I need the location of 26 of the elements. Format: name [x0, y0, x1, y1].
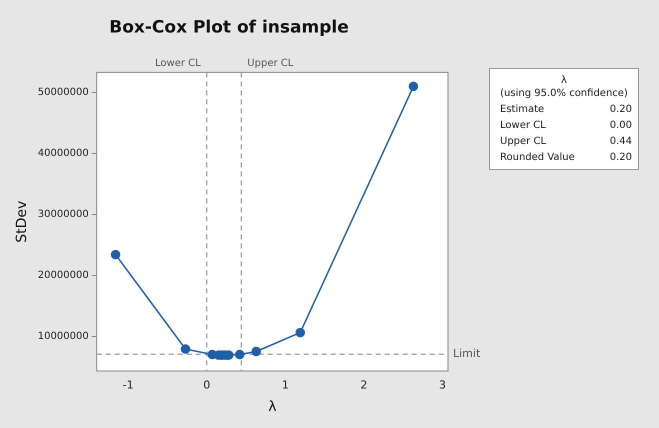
text: 0.20 — [610, 152, 632, 163]
y-tick-label: 10000000 — [38, 330, 89, 342]
text: (using 95.0% confidence) — [499, 88, 629, 99]
y-axis-title: StDev — [14, 200, 30, 243]
x-tick-label: 0 — [203, 378, 210, 392]
x-tick-label: 2 — [360, 378, 368, 392]
text: 0.00 — [610, 120, 632, 131]
y-tick-label: 50000000 — [38, 87, 89, 98]
text: 0.20 — [610, 104, 632, 115]
y-tick-label: 30000000 — [38, 208, 89, 220]
ref-line-label: Lower CL — [155, 58, 202, 69]
ref-line-label: Upper CL — [247, 58, 294, 69]
text: Lower CL — [500, 120, 546, 131]
x-axis-title: λ — [268, 399, 276, 416]
y-tick-label: 20000000 — [38, 270, 89, 281]
ref-line-label: Limit — [453, 347, 481, 360]
text: Upper CL — [500, 136, 546, 147]
text: 0.44 — [610, 136, 632, 147]
y-tick-label: 40000000 — [38, 148, 89, 160]
x-tick-label: 1 — [282, 378, 289, 392]
text: Estimate — [500, 104, 544, 115]
x-tick-label: -1 — [122, 378, 134, 392]
text: λ — [560, 75, 568, 86]
text: Rounded Value — [500, 152, 575, 163]
x-tick-label: 3 — [439, 378, 446, 392]
chart-title: Box-Cox Plot of insample — [109, 18, 349, 38]
